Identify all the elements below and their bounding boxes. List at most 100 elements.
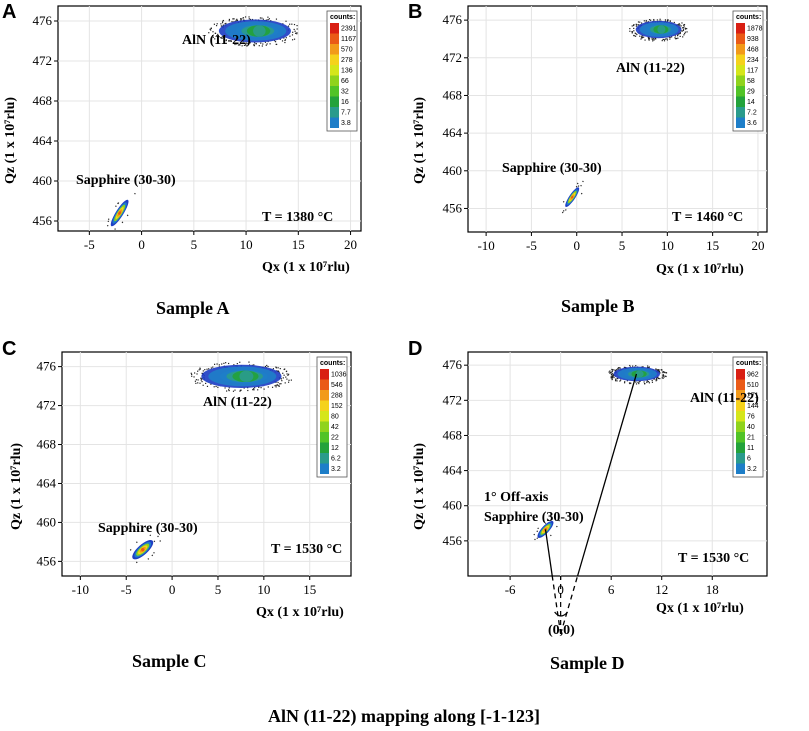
scatter-count-dot xyxy=(247,43,249,45)
scatter-count-dot xyxy=(678,23,680,25)
scatter-count-dot xyxy=(260,42,262,44)
scatter-count-dot xyxy=(244,16,247,18)
scatter-count-dot xyxy=(222,36,225,38)
scatter-count-dot xyxy=(261,45,263,47)
scatter-count-dot xyxy=(157,535,159,538)
x-tick-label: 10 xyxy=(661,238,674,253)
scatter-count-dot xyxy=(225,42,227,44)
y-tick-label: 460 xyxy=(37,514,57,529)
sapphire-peak xyxy=(561,180,584,214)
scatter-count-dot xyxy=(240,19,242,21)
scatter-count-dot xyxy=(236,18,238,20)
scatter-count-dot xyxy=(190,372,192,374)
scatter-count-dot xyxy=(669,36,671,39)
scatter-count-dot xyxy=(648,366,650,369)
peaks xyxy=(533,364,668,577)
x-tick-label: 15 xyxy=(303,582,316,597)
scatter-count-dot xyxy=(617,367,620,369)
scatter-count-dot xyxy=(269,43,271,45)
scatter-count-dot xyxy=(653,18,655,21)
scatter-count-dot xyxy=(614,369,616,371)
panel-label: C xyxy=(2,338,16,360)
scatter-count-dot xyxy=(641,36,644,39)
legend-value: 288 xyxy=(331,393,343,400)
scatter-count-dot xyxy=(253,45,256,47)
scatter-count-dot xyxy=(659,372,661,374)
scatter-count-dot xyxy=(646,380,648,382)
scatter-count-dot xyxy=(212,31,214,33)
panel-label: A xyxy=(2,1,16,23)
scatter-count-dot xyxy=(231,21,233,23)
legend: counts: 962 510 271 144 76 40 21 11 6 3.2 xyxy=(732,356,764,478)
scatter-count-dot xyxy=(663,38,665,41)
scatter-count-dot xyxy=(245,44,247,46)
scatter-count-dot xyxy=(255,43,257,45)
scatter-count-dot xyxy=(290,379,292,381)
intensity-contour xyxy=(239,370,254,383)
scatter-count-dot xyxy=(284,39,286,42)
legend: counts: 1036 546 288 152 80 42 22 12 6.2 3.2 xyxy=(316,356,348,478)
scatter-count-dot xyxy=(635,383,638,385)
scatter-count-dot xyxy=(630,382,632,384)
scatter-count-dot xyxy=(533,533,536,536)
legend-value: 3.2 xyxy=(747,466,757,473)
panel-d: D -6 0 6 12 18 456 460 464 468 472 476 counts: 962 5… xyxy=(408,338,768,673)
legend-value: 22 xyxy=(331,435,339,442)
scatter-count-dot xyxy=(652,40,654,42)
scatter-count-dot xyxy=(631,25,633,27)
scatter-count-dot xyxy=(611,370,614,372)
legend-swatch xyxy=(330,65,339,76)
scatter-count-dot xyxy=(287,25,290,27)
x-tick-label: 6 xyxy=(608,582,615,597)
scatter-count-dot xyxy=(666,39,669,41)
scatter-count-dot xyxy=(635,25,637,27)
scatter-count-dot xyxy=(201,381,203,383)
scatter-count-dot xyxy=(202,370,204,372)
scatter-count-dot xyxy=(107,220,110,223)
scatter-count-dot xyxy=(239,361,241,363)
scatter-count-dot xyxy=(208,368,210,370)
scatter-count-dot xyxy=(556,525,558,528)
scatter-count-dot xyxy=(633,24,635,27)
legend-value: 6 xyxy=(747,456,751,463)
aln-vector-line xyxy=(576,373,638,577)
scatter-count-dot xyxy=(648,39,650,41)
legend-value: 80 xyxy=(331,414,339,421)
scatter-count-dot xyxy=(235,19,237,21)
legend-value: 7.2 xyxy=(747,110,757,117)
x-axis-label: Qx (1 x 10⁷rlu) xyxy=(256,605,344,620)
scatter-count-dot xyxy=(209,28,211,30)
scatter-count-dot xyxy=(653,39,655,41)
scatter-count-dot xyxy=(261,17,263,19)
legend-title: counts: xyxy=(320,360,345,367)
legend-swatch xyxy=(320,390,329,401)
scatter-count-dot xyxy=(228,389,230,391)
legend-swatch xyxy=(736,75,745,86)
scatter-count-dot xyxy=(195,382,197,384)
scatter-count-dot xyxy=(191,373,193,376)
scatter-count-dot xyxy=(296,32,298,34)
scatter-count-dot xyxy=(276,370,278,372)
peaks xyxy=(129,361,292,564)
scatter-count-dot xyxy=(253,364,255,366)
legend-swatch xyxy=(330,54,339,65)
scatter-count-dot xyxy=(147,558,150,560)
scatter-count-dot xyxy=(683,34,685,36)
scatter-count-dot xyxy=(637,21,640,23)
scatter-count-dot xyxy=(194,372,196,374)
scatter-count-dot xyxy=(615,369,618,371)
plot-area xyxy=(61,351,352,577)
scatter-count-dot xyxy=(564,209,567,211)
scatter-count-dot xyxy=(679,32,682,34)
scatter-count-dot xyxy=(679,24,681,26)
temperature-label: T = 1530 °C xyxy=(271,542,342,557)
axis-ticks: -5 0 5 10 15 20 456 460 464 468 472 476 xyxy=(33,13,358,252)
legend-value: 3.6 xyxy=(747,120,757,127)
scatter-count-dot xyxy=(153,540,156,543)
scatter-count-dot xyxy=(285,20,287,22)
scatter-count-dot xyxy=(653,378,655,380)
scatter-count-dot xyxy=(243,387,245,389)
scatter-count-dot xyxy=(243,44,246,47)
x-tick-label: 0 xyxy=(557,582,564,597)
scatter-count-dot xyxy=(159,540,162,542)
